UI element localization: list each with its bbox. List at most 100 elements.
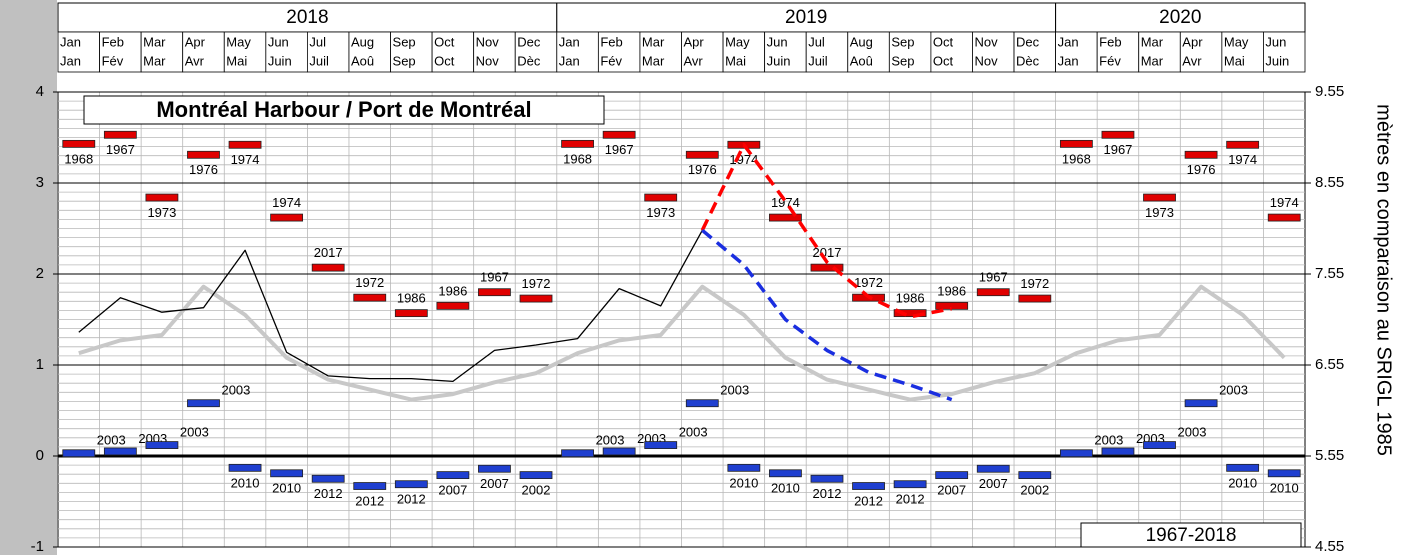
month-label: Nov: [476, 34, 500, 49]
record-marker: [935, 301, 969, 310]
year-label: 2020: [1159, 7, 1201, 28]
record-year: 2017: [314, 245, 343, 260]
record-year: 2007: [438, 483, 467, 498]
record-year: 2003: [1094, 433, 1123, 448]
y2-tick-label: 7.55: [1315, 265, 1344, 282]
month-label-fr: Aoû: [850, 53, 873, 68]
record-marker: [561, 449, 594, 458]
record-year: 1968: [563, 151, 592, 166]
record-marker: [1143, 441, 1176, 449]
record-year: 2003: [1178, 425, 1207, 440]
record-marker: [685, 150, 719, 159]
record-year: 1967: [106, 142, 135, 157]
month-label-fr: Jan: [1058, 53, 1079, 68]
record-year: 2007: [480, 476, 509, 491]
record-year: 2010: [272, 481, 301, 496]
record-year: 1973: [646, 205, 675, 220]
record-marker: [602, 447, 636, 456]
month-label-fr: Sep: [393, 53, 416, 68]
y-tick-label: 3: [36, 174, 44, 191]
record-marker: [976, 464, 1010, 473]
forecast-line: [700, 143, 953, 319]
record-year: 2003: [1219, 383, 1248, 398]
record-year: 2003: [720, 383, 749, 398]
record-year: 1976: [1187, 162, 1216, 177]
record-year: 2003: [596, 433, 625, 448]
month-cell: [223, 31, 267, 73]
month-cell: [764, 31, 807, 73]
month-label: Apr: [1182, 34, 1203, 49]
month-label: Oct: [434, 34, 455, 49]
record-marker: [519, 294, 553, 303]
record-marker: [519, 471, 553, 480]
record-marker: [1101, 130, 1135, 139]
y2-tick-label: 5.55: [1315, 447, 1344, 464]
month-label: Jul: [808, 34, 825, 49]
record-year: 2010: [771, 481, 800, 496]
record-marker: [561, 139, 594, 148]
y-tick-label: 0: [36, 447, 44, 464]
record-marker: [228, 140, 262, 149]
month-label-fr: Nov: [974, 53, 998, 68]
record-year: 2007: [937, 483, 966, 498]
month-cell: [99, 31, 142, 73]
month-label-fr: Mar: [1141, 53, 1164, 68]
record-year: 1973: [1145, 205, 1174, 220]
record-year: 2002: [1020, 483, 1049, 498]
record-year: 2010: [1228, 475, 1257, 490]
record-marker: [1018, 471, 1052, 480]
record-marker: [1101, 447, 1135, 456]
record-marker: [976, 288, 1010, 297]
month-label: Apr: [684, 34, 705, 49]
record-year: 1974: [1228, 152, 1257, 167]
record-year: 1974: [771, 195, 800, 210]
month-label-fr: Nov: [476, 53, 500, 68]
month-label-fr: Juil: [309, 53, 329, 68]
record-year: 2012: [896, 492, 925, 507]
month-label: Oct: [933, 34, 954, 49]
month-label: Aug: [850, 34, 873, 49]
record-year: 2012: [397, 492, 426, 507]
record-marker: [1059, 449, 1093, 458]
month-cell: [556, 31, 599, 73]
level-line: [78, 284, 1286, 402]
record-marker: [769, 213, 802, 222]
record-year: 2012: [854, 493, 883, 508]
month-label: Aug: [351, 34, 374, 49]
month-cell: [306, 31, 350, 73]
record-year: 1967: [480, 270, 509, 285]
record-marker: [1184, 399, 1218, 408]
record-marker: [935, 471, 969, 480]
month-label-fr: Jan: [60, 53, 81, 68]
record-year: 1968: [1062, 151, 1091, 166]
month-label-fr: Dèc: [1016, 53, 1040, 68]
record-year: 2010: [729, 475, 758, 490]
month-label: Sep: [891, 34, 914, 49]
month-cell: [57, 31, 100, 73]
month-cell: [722, 31, 766, 73]
month-cell: [1263, 31, 1306, 73]
record-marker: [103, 130, 137, 139]
record-year: 1972: [522, 276, 551, 291]
record-marker: [436, 471, 470, 480]
record-year: 2010: [231, 475, 260, 490]
month-label: Jun: [268, 34, 289, 49]
record-marker: [644, 441, 678, 449]
record-marker: [228, 463, 262, 472]
record-marker: [810, 263, 844, 272]
month-cell: [1055, 31, 1098, 73]
month-cell: [847, 31, 890, 73]
record-year: 2007: [979, 476, 1008, 491]
record-year: 2003: [180, 425, 209, 440]
left-margin: [0, 0, 57, 555]
record-marker: [394, 309, 428, 318]
record-marker: [436, 301, 470, 310]
record-year: 2003: [221, 383, 250, 398]
month-label: Feb: [102, 34, 124, 49]
year-cell: [1055, 2, 1306, 33]
record-marker: [769, 469, 802, 478]
y2-tick-label: 8.55: [1315, 174, 1344, 191]
record-year: 2003: [97, 433, 126, 448]
record-year: 2003: [679, 425, 708, 440]
